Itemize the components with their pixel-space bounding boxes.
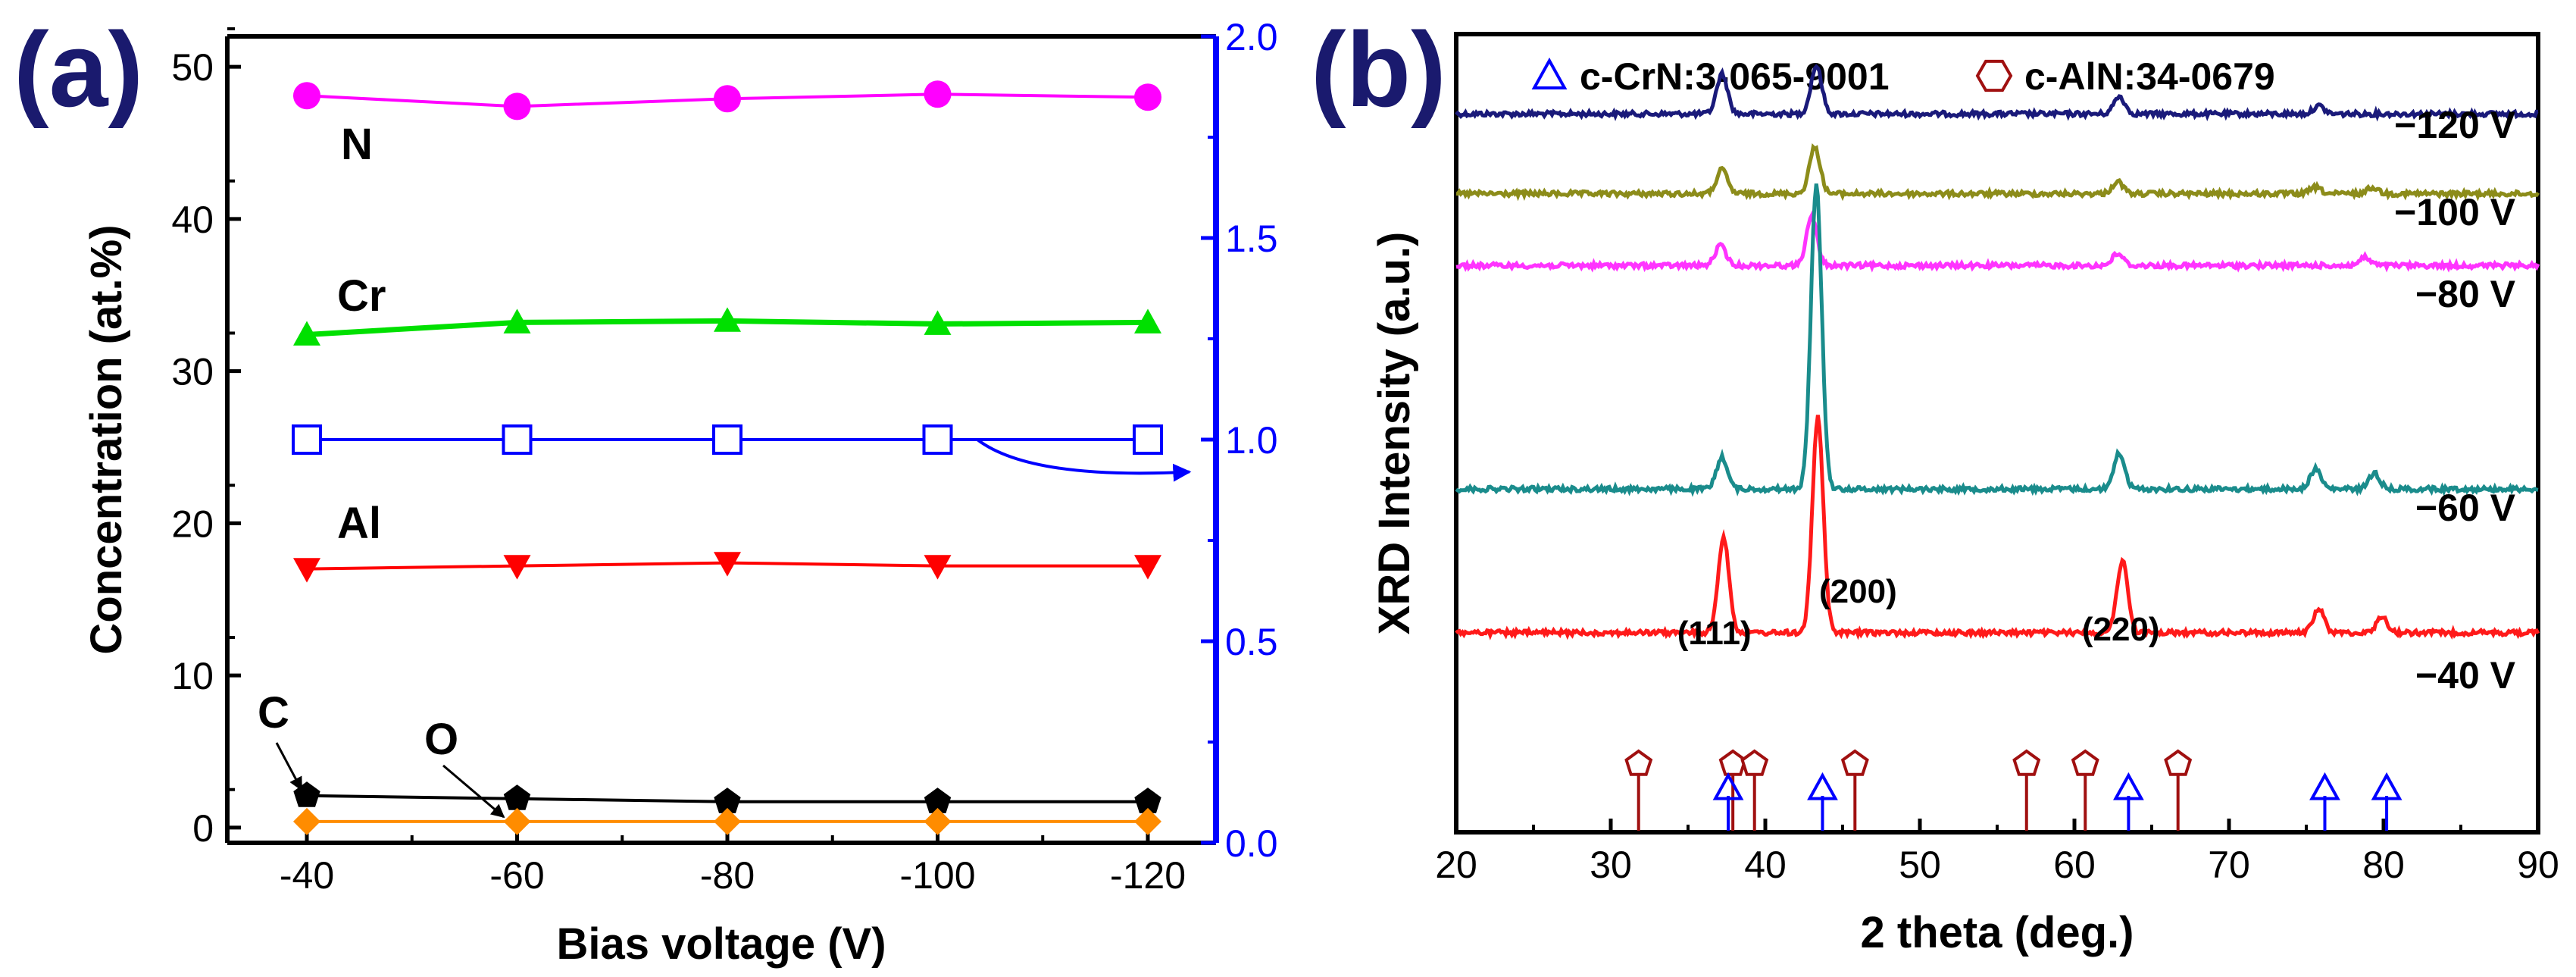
chart-b: 20 30 40 50 60 70 80 90 2 theta (deg.) XRD Intens… — [1370, 32, 2559, 957]
legend-label-aln: c-AlN:34-0679 — [2024, 55, 2275, 98]
aln-reference-marker — [2071, 749, 2099, 776]
y-tick-label-a: 0 — [192, 807, 214, 850]
point-o — [293, 807, 320, 835]
y-axis-label-a: Concentration (at.%) — [82, 224, 131, 654]
y-tick-label-a: 30 — [171, 351, 214, 393]
x-tick-label-a: -40 — [280, 854, 334, 897]
series-label-o: O — [424, 715, 458, 764]
legend-label-crn: c-CrN:3-065-9001 — [1580, 55, 1890, 98]
x-axis-label-b: 2 theta (deg.) — [1861, 908, 2134, 957]
series-label-cr: Cr — [337, 271, 386, 321]
point-cr — [503, 308, 531, 333]
peak-label: (111) — [1677, 615, 1752, 652]
point-cr — [924, 310, 952, 335]
pattern-label-40v: −40 V — [2415, 654, 2516, 697]
x-tick-label-b: 50 — [1899, 844, 1941, 886]
series-label-al: Al — [337, 499, 381, 548]
x-tick-label-a: -100 — [899, 854, 975, 897]
ratio-axis-arrow — [976, 438, 1192, 482]
y2-tick-label-a: 2.0 — [1225, 16, 1278, 58]
crn-reference-marker — [2371, 772, 2402, 800]
x-tick-label-b: 70 — [2208, 844, 2250, 886]
x-tick-label-b: 60 — [2053, 844, 2096, 886]
c-label-arrow — [275, 742, 303, 791]
pattern-label-120v: −120 V — [2394, 104, 2516, 146]
point-cr — [1134, 308, 1161, 333]
xrd-pattern-80v — [1455, 210, 2540, 273]
o-label-arrow — [442, 764, 505, 819]
point-n-c-al-cr — [502, 424, 533, 455]
crn-reference-marker — [2113, 772, 2144, 800]
peak-label: (200) — [1819, 573, 1897, 610]
x-tick-label-a: -120 — [1110, 854, 1186, 897]
x-tick-label-b: 40 — [1744, 844, 1787, 886]
point-al — [1134, 555, 1161, 580]
x-tick-label-a: -60 — [489, 854, 544, 897]
y2-tick-label-a: 1.5 — [1225, 218, 1278, 260]
point-n — [1134, 83, 1161, 111]
y-axis-label-b: XRD Intensity (a.u.) — [1370, 232, 1419, 635]
xrd-pattern-120v — [1455, 64, 2539, 122]
point-al — [924, 555, 952, 580]
point-cr — [293, 321, 320, 346]
crn-reference-marker — [2309, 772, 2340, 800]
point-o — [714, 807, 741, 835]
y-tick-label-a: 40 — [171, 199, 214, 241]
aln-reference-marker — [1840, 749, 1869, 776]
point-n — [503, 92, 531, 121]
point-al — [293, 558, 320, 583]
panel-label-a: (a) — [14, 10, 144, 129]
xrd-pattern-40v — [1455, 415, 2540, 640]
y-tick-label-a: 10 — [171, 655, 214, 697]
aln-reference-marker — [1740, 749, 1769, 776]
x-tick-label-a: -80 — [700, 854, 755, 897]
pattern-label-100v: −100 V — [2394, 191, 2516, 233]
y2-tick-label-a: 0.0 — [1225, 822, 1278, 865]
xrd-pattern-60v — [1455, 183, 2539, 497]
point-n-c-al-cr — [922, 424, 953, 455]
point-al — [503, 555, 531, 580]
aln-reference-marker — [2012, 749, 2041, 776]
panel-label-b: (b) — [1311, 10, 1446, 129]
point-n-c-al-cr — [712, 424, 742, 455]
aln-reference-marker — [2164, 749, 2193, 776]
x-tick-label-b: 90 — [2517, 844, 2559, 886]
x-tick-label-b: 80 — [2362, 844, 2405, 886]
x-tick-label-b: 20 — [1435, 844, 1477, 886]
point-c — [293, 781, 320, 807]
series-label-n: N — [341, 120, 373, 169]
peak-label: (220) — [2082, 611, 2160, 648]
point-o — [924, 807, 952, 835]
crn-reference-marker — [1807, 772, 1838, 800]
y-tick-label-a: 50 — [171, 46, 214, 89]
point-al — [714, 552, 741, 577]
series-label-c: C — [258, 688, 289, 737]
x-axis-label-a: Bias voltage (V) — [556, 919, 886, 969]
point-n — [293, 82, 320, 110]
pattern-label-60v: −60 V — [2415, 487, 2516, 529]
plot-frame-b — [1454, 32, 2540, 835]
y2-tick-label-a: 0.5 — [1225, 621, 1278, 663]
pattern-label-80v: −80 V — [2415, 273, 2516, 315]
crn-reference-marker — [1712, 772, 1744, 800]
legend-marker-aln — [1975, 59, 2013, 92]
point-c — [503, 784, 531, 810]
point-o — [1134, 807, 1161, 835]
x-tick-label-b: 30 — [1590, 844, 1632, 886]
point-o — [503, 807, 531, 835]
point-cr — [714, 307, 741, 332]
y-tick-label-a: 20 — [171, 503, 214, 545]
point-n — [924, 80, 952, 108]
xrd-pattern-100v — [1455, 142, 2540, 202]
aln-reference-marker — [1718, 749, 1747, 776]
aln-reference-marker — [1624, 749, 1653, 776]
point-n-c-al-cr — [292, 424, 322, 455]
point-n-c-al-cr — [1133, 424, 1163, 455]
y2-tick-label-a: 1.0 — [1225, 419, 1278, 462]
chart-a: 0 10 20 30 40 50 0.0 0.5 1.0 1.5 2.0 -40 -60 -80 -100 -… — [82, 16, 1278, 969]
point-n — [714, 85, 741, 113]
legend-marker-crn — [1531, 57, 1568, 89]
